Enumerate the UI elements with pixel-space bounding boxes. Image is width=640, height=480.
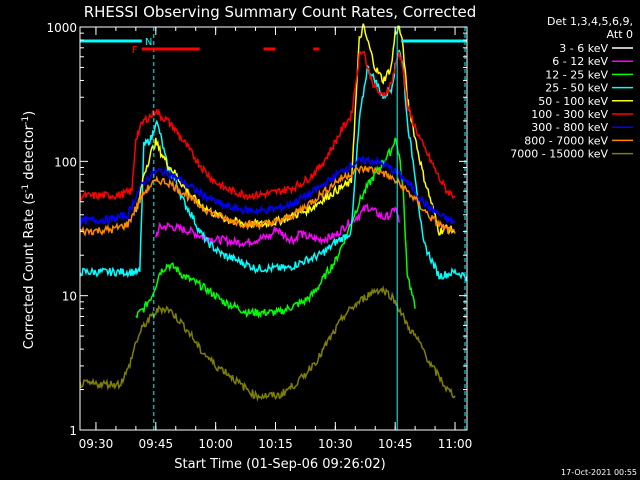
y-axis-label-exp2: -1 [21, 116, 31, 125]
series-line-8 [79, 285, 456, 402]
y-tick-label: 1 [69, 424, 77, 438]
legend-header-line2: Att 0 [607, 28, 633, 41]
legend-label: 50 - 100 keV [538, 95, 608, 108]
timestamp: 17-Oct-2021 00:55 [561, 468, 637, 477]
x-tick-label: 10:30 [318, 437, 353, 451]
legend-label: 100 - 300 keV [531, 108, 608, 121]
y-axis-label-close: ) [22, 111, 37, 116]
series-line-6 [79, 155, 456, 228]
y-tick-label: 100 [54, 155, 77, 169]
x-axis-ticks: 09:30 09:45 10:00 10:15 10:30 10:45 11:00 [79, 27, 473, 451]
series-layer [79, 23, 468, 402]
y-tick-label: 1000 [46, 21, 77, 35]
series-line-5 [79, 50, 456, 203]
x-tick-label: 10:15 [258, 437, 293, 451]
series-line-2 [135, 137, 416, 319]
x-tick-label: 11:00 [438, 437, 473, 451]
x-tick-label: 09:30 [79, 437, 114, 451]
x-tick-label: 10:45 [378, 437, 413, 451]
series-line-1 [155, 203, 400, 249]
x-tick-label: 10:00 [198, 437, 233, 451]
series-line-0 [135, 214, 408, 326]
legend-label: 6 - 12 keV [552, 55, 608, 68]
legend-label: 300 - 800 keV [531, 121, 608, 134]
plot-area: NF 09:30 09:45 10:00 10:15 10:30 10:45 11:00 1… [46, 21, 472, 451]
legend-header-line1: Det 1,3,4,5,6,9, [547, 15, 633, 28]
y-axis-label-main: Corrected Count Rate (s [22, 193, 37, 350]
x-tick-label: 09:45 [139, 437, 174, 451]
annotation-layer: NF [79, 27, 467, 430]
y-tick-label: 10 [62, 290, 77, 304]
legend-label: 7000 - 15000 keV [510, 148, 608, 161]
legend-label: 800 - 7000 keV [524, 134, 608, 147]
chart-title: RHESSI Observing Summary Count Rates, Co… [84, 3, 477, 21]
plot-frame [79, 26, 468, 431]
legend-label: 3 - 6 keV [559, 42, 608, 55]
x-axis-label: Start Time (01-Sep-06 09:26:02) [174, 457, 385, 472]
y-axis-ticks: 1 10 100 1000 [46, 21, 467, 438]
y-axis-label-exp: -1 [21, 184, 31, 193]
y-axis-label-unit: detector [22, 124, 37, 184]
legend-label: 25 - 50 keV [545, 82, 608, 95]
y-axis-label: Corrected Count Rate (s-1 detector-1) [21, 111, 37, 349]
night-flag-label: N [145, 37, 152, 48]
series-line-7 [79, 165, 456, 237]
flare-flag-label: F [132, 45, 138, 56]
legend-label: 12 - 25 keV [545, 68, 608, 81]
